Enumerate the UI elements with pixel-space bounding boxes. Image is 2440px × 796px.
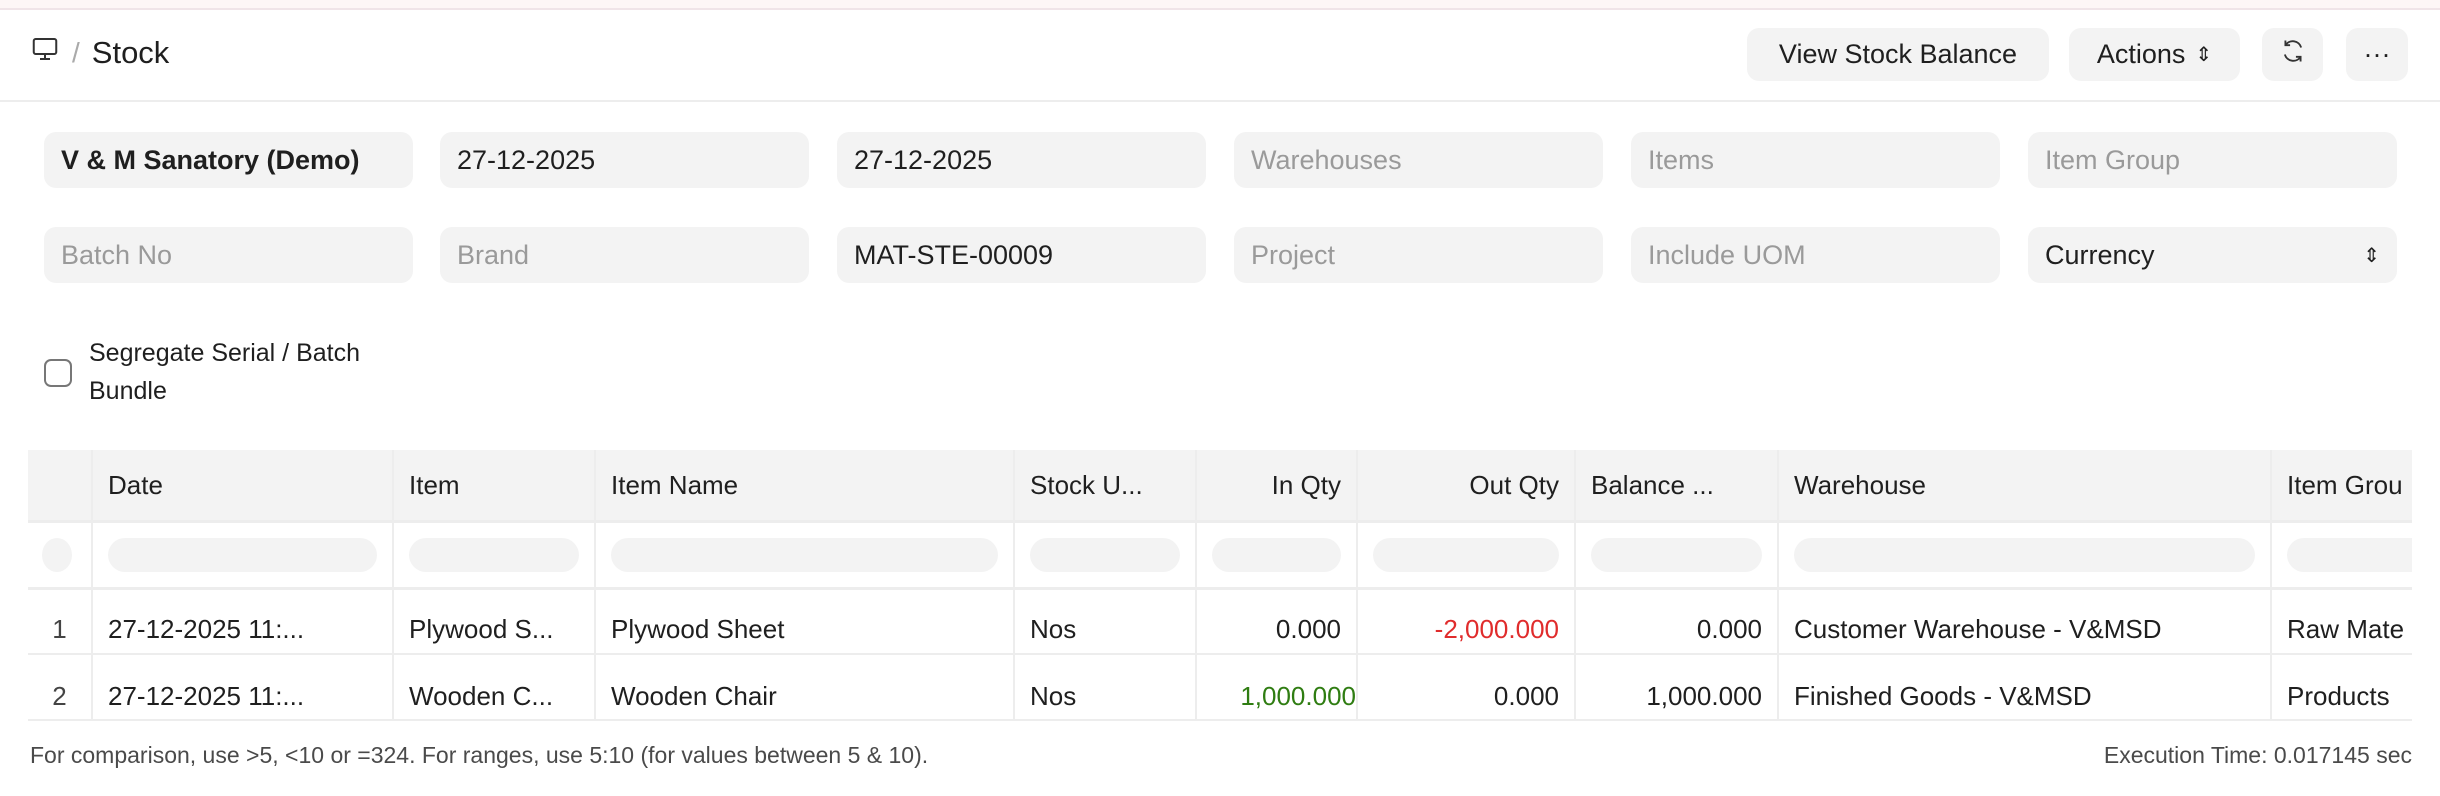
table-header-row: Date Item Item Name Stock U... In Qty Ou… (28, 450, 2412, 520)
filter-cell (1779, 523, 2272, 587)
item-group-cell: Products (2272, 655, 2412, 719)
date-cell: 27-12-2025 11:... (93, 655, 394, 719)
in-qty-cell: 0.000 (1197, 590, 1358, 653)
header-divider (0, 100, 2440, 102)
table-row[interactable]: 1 27-12-2025 11:... Plywood S... Plywood… (28, 590, 2412, 655)
report-table: Date Item Item Name Stock U... In Qty Ou… (28, 450, 2412, 721)
balance-cell: 1,000.000 (1576, 655, 1779, 719)
item-filter-input[interactable] (409, 538, 579, 572)
filter-cell (1015, 523, 1197, 587)
item-name-filter-input[interactable] (611, 538, 998, 572)
actions-label: Actions (2096, 39, 2186, 69)
header-date[interactable]: Date (93, 450, 394, 520)
header-in-qty[interactable]: In Qty (1197, 450, 1358, 520)
warehouse-cell[interactable]: Customer Warehouse - V&MSD (1779, 590, 2272, 653)
item-group-filter-input[interactable] (2287, 538, 2412, 572)
company-field[interactable]: V & M Sanatory (Demo) (44, 132, 413, 188)
filter-row-checkbox[interactable] (42, 538, 72, 572)
filter-cell (93, 523, 394, 587)
item-name-cell: Plywood Sheet (596, 590, 1015, 653)
refresh-button[interactable] (2262, 28, 2323, 81)
to-date-field[interactable]: 27-12-2025 (837, 132, 1206, 188)
filter-cell (1576, 523, 1779, 587)
warehouse-cell[interactable]: Finished Goods - V&MSD (1779, 655, 2272, 719)
item-group-field[interactable]: Item Group (2028, 132, 2397, 188)
currency-value: Currency (2045, 239, 2155, 270)
execution-time: Execution Time: 0.017145 sec (2103, 742, 2412, 768)
out-qty-filter-input[interactable] (1373, 538, 1559, 572)
view-stock-balance-button[interactable]: View Stock Balance (1747, 28, 2049, 81)
from-date-field[interactable]: 27-12-2025 (440, 132, 809, 188)
header-balance-qty[interactable]: Balance ... (1576, 450, 1779, 520)
actions-button[interactable]: Actions ⇕ (2069, 28, 2240, 81)
uom-cell: Nos (1015, 655, 1197, 719)
segregate-label: Segregate Serial / Batch Bundle (89, 339, 360, 405)
more-icon: ··· (2363, 39, 2391, 69)
header-item-group[interactable]: Item Grou (2272, 450, 2412, 520)
out-qty-cell: 0.000 (1358, 655, 1576, 719)
item-cell[interactable]: Wooden C... (394, 655, 596, 719)
uom-filter-input[interactable] (1030, 538, 1180, 572)
breadcrumb: / Stock (30, 34, 169, 72)
table-row[interactable]: 2 27-12-2025 11:... Wooden C... Wooden C… (28, 655, 2412, 719)
currency-select[interactable]: Currency ⇕ (2028, 227, 2397, 283)
breadcrumb-separator: / (72, 37, 80, 68)
top-border (0, 0, 2440, 10)
filter-hint: For comparison, use >5, <10 or =324. For… (30, 742, 929, 768)
filter-row (28, 520, 2412, 590)
header-stock-uom[interactable]: Stock U... (1015, 450, 1197, 520)
item-cell[interactable]: Plywood S... (394, 590, 596, 653)
filter-cell (2272, 523, 2412, 587)
filter-cell (394, 523, 596, 587)
items-field[interactable]: Items (1631, 132, 2000, 188)
out-qty-cell: -2,000.000 (1358, 590, 1576, 653)
filter-cell (28, 523, 93, 587)
brand-field[interactable]: Brand (440, 227, 809, 283)
segregate-checkbox[interactable] (44, 359, 72, 387)
header-warehouse[interactable]: Warehouse (1779, 450, 2272, 520)
row-index: 2 (28, 655, 93, 719)
header-item-name[interactable]: Item Name (596, 450, 1015, 520)
header-item[interactable]: Item (394, 450, 596, 520)
batch-no-field[interactable]: Batch No (44, 227, 413, 283)
sort-icon: ⇕ (2195, 44, 2213, 66)
header-index (28, 450, 93, 520)
row-index: 1 (28, 590, 93, 653)
select-arrows-icon: ⇕ (2363, 244, 2380, 267)
page-title: Stock (91, 35, 170, 70)
balance-cell: 0.000 (1576, 590, 1779, 653)
item-group-cell: Raw Mate (2272, 590, 2412, 653)
uom-cell: Nos (1015, 590, 1197, 653)
desktop-icon[interactable] (30, 34, 60, 72)
refresh-icon (2279, 37, 2307, 72)
filter-cell (1358, 523, 1576, 587)
header-out-qty[interactable]: Out Qty (1358, 450, 1576, 520)
balance-filter-input[interactable] (1591, 538, 1762, 572)
filter-cell (596, 523, 1015, 587)
view-stock-balance-label: View Stock Balance (1778, 39, 2018, 69)
in-qty-cell: 1,000.000 (1197, 655, 1358, 719)
date-filter-input[interactable] (108, 538, 377, 572)
voucher-no-field[interactable]: MAT-STE-00009 (837, 227, 1206, 283)
in-qty-filter-input[interactable] (1212, 538, 1341, 572)
filter-cell (1197, 523, 1358, 587)
include-uom-field[interactable]: Include UOM (1631, 227, 2000, 283)
date-cell: 27-12-2025 11:... (93, 590, 394, 653)
item-name-cell: Wooden Chair (596, 655, 1015, 719)
more-button[interactable]: ··· (2346, 28, 2408, 81)
warehouses-field[interactable]: Warehouses (1234, 132, 1603, 188)
project-field[interactable]: Project (1234, 227, 1603, 283)
warehouse-filter-input[interactable] (1794, 538, 2255, 572)
